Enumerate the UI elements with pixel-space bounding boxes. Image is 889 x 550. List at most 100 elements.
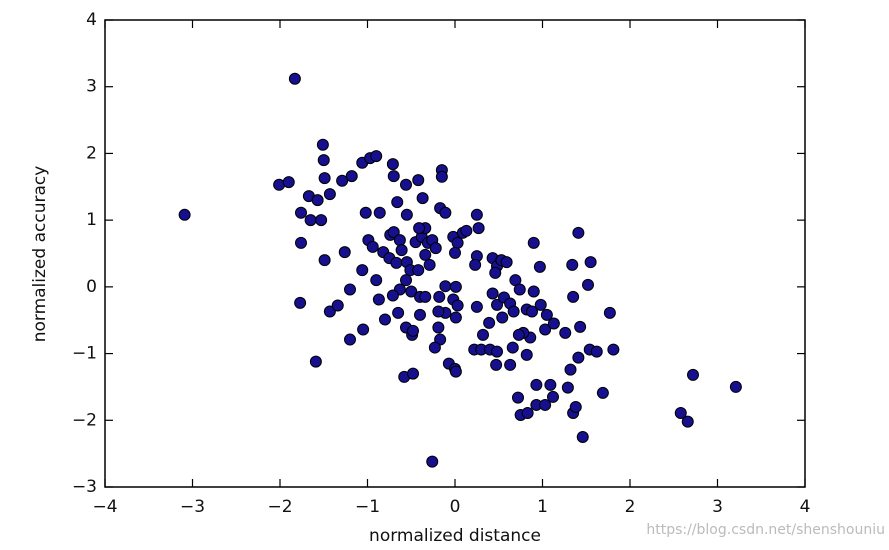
point [295, 206, 307, 219]
point [470, 300, 483, 313]
x-tick-label: −3 [180, 497, 205, 517]
point [572, 351, 585, 364]
point [359, 206, 372, 219]
point [533, 260, 546, 273]
point [428, 341, 441, 354]
point [567, 290, 580, 303]
point [338, 246, 351, 259]
point [336, 174, 349, 187]
x-tick-label: 4 [800, 497, 811, 517]
point [317, 154, 330, 167]
point [507, 305, 520, 318]
x-tick-label: −1 [355, 497, 380, 517]
point [490, 358, 503, 371]
point [294, 296, 307, 309]
point [370, 274, 383, 287]
point [395, 244, 408, 257]
point [460, 224, 473, 237]
point [426, 455, 439, 468]
point [596, 386, 609, 399]
point [449, 365, 462, 378]
point [414, 308, 426, 321]
point [387, 170, 400, 183]
point [390, 256, 403, 269]
point [412, 174, 425, 187]
point [311, 194, 324, 207]
point [729, 380, 742, 393]
x-tick-label: −2 [267, 497, 292, 517]
point [590, 345, 603, 358]
x-tick-label: 2 [625, 497, 636, 517]
x-tick-label: 0 [450, 497, 461, 517]
point [323, 305, 336, 318]
point [526, 305, 538, 318]
point [504, 358, 517, 371]
x-tick-label: 3 [712, 497, 723, 517]
point [489, 266, 502, 279]
y-tick-label: 0 [86, 277, 97, 297]
point [512, 328, 525, 341]
point [687, 368, 699, 381]
point [419, 290, 432, 303]
point [439, 280, 452, 293]
point [603, 306, 616, 319]
point [520, 348, 533, 361]
point [496, 311, 509, 324]
point [304, 214, 317, 227]
watermark: https://blog.csdn.net/shenshouniu [646, 522, 885, 538]
y-tick-label: −3 [72, 477, 97, 497]
point [370, 150, 383, 163]
point [521, 406, 534, 419]
point [576, 430, 589, 443]
point [561, 381, 574, 394]
point [472, 222, 485, 235]
point [393, 234, 406, 247]
y-tick-label: 3 [86, 77, 97, 97]
point [574, 320, 587, 333]
point [527, 285, 540, 298]
point [506, 341, 519, 354]
point [449, 280, 462, 293]
point [412, 264, 425, 277]
point [315, 214, 328, 227]
point [470, 208, 483, 221]
point [527, 236, 540, 249]
point [282, 176, 295, 189]
point [318, 172, 331, 185]
point [566, 258, 579, 271]
point [569, 400, 582, 413]
point [544, 378, 557, 391]
point [564, 363, 577, 376]
point [400, 208, 413, 221]
point [584, 256, 597, 269]
point [534, 298, 547, 311]
point [439, 206, 452, 219]
point [387, 226, 400, 239]
point [392, 306, 405, 319]
point [674, 406, 687, 419]
point [432, 305, 445, 318]
point [356, 264, 369, 277]
point [607, 343, 620, 356]
point [530, 378, 543, 391]
point [344, 333, 356, 346]
point [449, 311, 462, 324]
point [288, 72, 301, 85]
y-tick-label: 1 [86, 210, 97, 230]
point [449, 246, 461, 259]
point [500, 256, 513, 269]
point [344, 283, 356, 296]
y-tick-label: −1 [72, 344, 97, 364]
point [386, 289, 399, 302]
point [379, 313, 391, 326]
point [178, 208, 191, 221]
point [400, 178, 412, 191]
point [323, 188, 336, 201]
point [491, 345, 503, 358]
point [469, 258, 482, 271]
point [400, 274, 412, 287]
point [373, 206, 386, 219]
point [413, 222, 426, 235]
point [539, 323, 552, 336]
